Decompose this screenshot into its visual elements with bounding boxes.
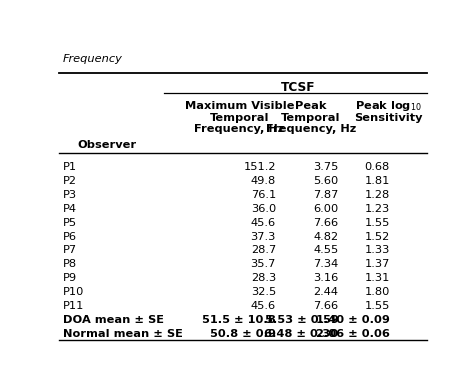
Text: TCSF: TCSF	[281, 81, 315, 93]
Text: 1.23: 1.23	[365, 204, 390, 214]
Text: Frequency: Frequency	[63, 54, 123, 65]
Text: P7: P7	[63, 246, 77, 255]
Text: 45.6: 45.6	[251, 301, 276, 311]
Text: 28.3: 28.3	[251, 273, 276, 283]
Text: 1.28: 1.28	[365, 190, 390, 200]
Text: Sensitivity: Sensitivity	[354, 113, 422, 123]
Text: P3: P3	[63, 190, 77, 200]
Text: Temporal: Temporal	[210, 113, 269, 123]
Text: P2: P2	[63, 176, 77, 186]
Text: Peak log$_{10}$: Peak log$_{10}$	[355, 99, 421, 113]
Text: 3.75: 3.75	[313, 162, 338, 172]
Text: 36.0: 36.0	[251, 204, 276, 214]
Text: 1.37: 1.37	[365, 259, 390, 269]
Text: 37.3: 37.3	[251, 231, 276, 242]
Text: Frequency, Hz: Frequency, Hz	[194, 124, 284, 134]
Text: 32.5: 32.5	[251, 287, 276, 297]
Text: 49.8: 49.8	[251, 176, 276, 186]
Text: P8: P8	[63, 259, 77, 269]
Text: P6: P6	[63, 231, 77, 242]
Text: 35.7: 35.7	[251, 259, 276, 269]
Text: Maximum Visible: Maximum Visible	[184, 101, 294, 111]
Text: Temporal: Temporal	[281, 113, 341, 123]
Text: 4.82: 4.82	[313, 231, 338, 242]
Text: P4: P4	[63, 204, 77, 214]
Text: 2.44: 2.44	[313, 287, 338, 297]
Text: 1.33: 1.33	[365, 246, 390, 255]
Text: 2.06 ± 0.06: 2.06 ± 0.06	[316, 328, 390, 339]
Text: DOA mean ± SE: DOA mean ± SE	[63, 315, 164, 325]
Text: 1.40 ± 0.09: 1.40 ± 0.09	[316, 315, 390, 325]
Text: 6.48 ± 0.30: 6.48 ± 0.30	[264, 328, 338, 339]
Text: 5.60: 5.60	[313, 176, 338, 186]
Text: Normal mean ± SE: Normal mean ± SE	[63, 328, 183, 339]
Text: P11: P11	[63, 301, 84, 311]
Text: 1.55: 1.55	[365, 301, 390, 311]
Text: 1.81: 1.81	[365, 176, 390, 186]
Text: 51.5 ± 10.8: 51.5 ± 10.8	[202, 315, 276, 325]
Text: P10: P10	[63, 287, 84, 297]
Text: 4.55: 4.55	[313, 246, 338, 255]
Text: 1.80: 1.80	[365, 287, 390, 297]
Text: 7.66: 7.66	[313, 218, 338, 228]
Text: 1.31: 1.31	[365, 273, 390, 283]
Text: Peak: Peak	[295, 101, 327, 111]
Text: 7.34: 7.34	[313, 259, 338, 269]
Text: P1: P1	[63, 162, 77, 172]
Text: 45.6: 45.6	[251, 218, 276, 228]
Text: Frequency, Hz: Frequency, Hz	[266, 124, 356, 134]
Text: P5: P5	[63, 218, 77, 228]
Text: 1.55: 1.55	[365, 218, 390, 228]
Text: P9: P9	[63, 273, 77, 283]
Text: 7.87: 7.87	[313, 190, 338, 200]
Text: 5.53 ± 0.59: 5.53 ± 0.59	[264, 315, 338, 325]
Text: 151.2: 151.2	[244, 162, 276, 172]
Text: 50.8 ± 0.9: 50.8 ± 0.9	[210, 328, 276, 339]
Text: 3.16: 3.16	[313, 273, 338, 283]
Text: 1.52: 1.52	[365, 231, 390, 242]
Text: 7.66: 7.66	[313, 301, 338, 311]
Text: Observer: Observer	[77, 140, 137, 150]
Text: 6.00: 6.00	[313, 204, 338, 214]
Text: 0.68: 0.68	[365, 162, 390, 172]
Text: 76.1: 76.1	[251, 190, 276, 200]
Text: 28.7: 28.7	[251, 246, 276, 255]
